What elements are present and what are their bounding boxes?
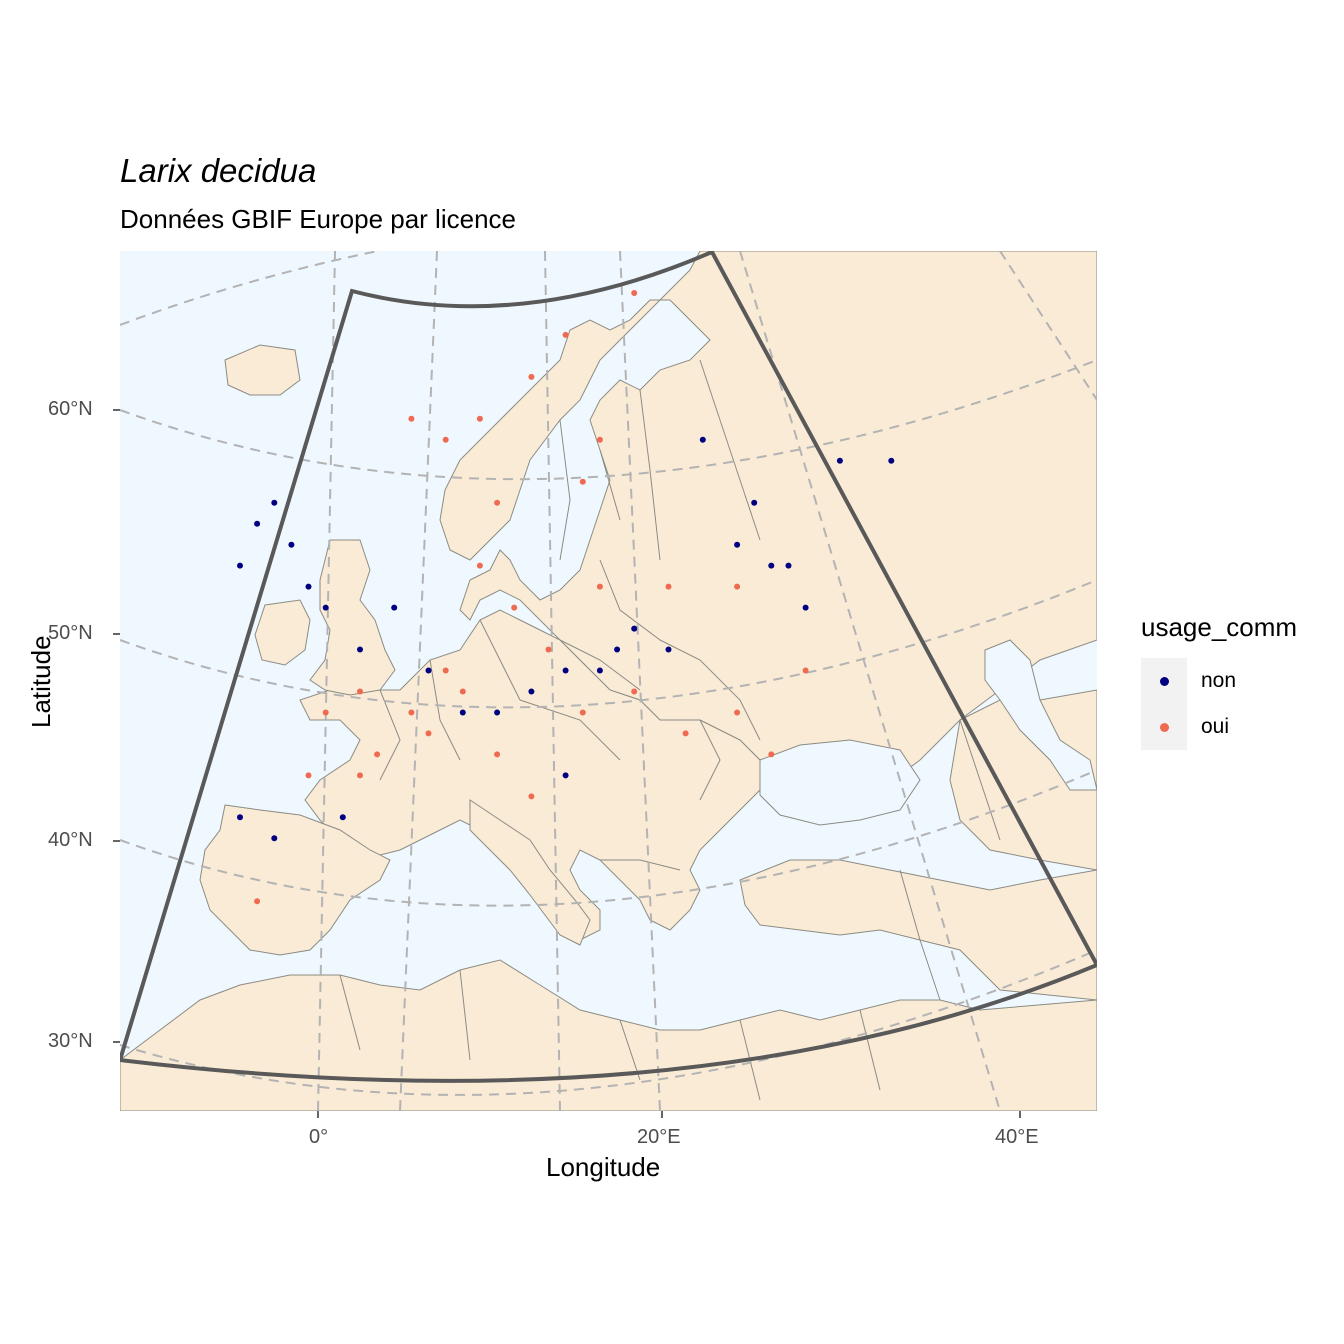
point-non-0 bbox=[254, 520, 261, 527]
axis-ticks bbox=[113, 409, 1021, 1118]
y-tick-50: 50°N bbox=[48, 622, 93, 644]
point-oui-23 bbox=[682, 730, 689, 737]
point-oui-16 bbox=[374, 751, 381, 758]
point-non-2 bbox=[288, 541, 295, 548]
land-north-africa bbox=[120, 959, 1097, 1111]
point-non-7 bbox=[391, 604, 398, 611]
point-oui-24 bbox=[734, 709, 741, 716]
land-iceland bbox=[224, 344, 301, 396]
point-non-25 bbox=[339, 814, 346, 821]
point-oui-31 bbox=[802, 667, 809, 674]
y-tick-60: 60°N bbox=[48, 398, 93, 420]
y-axis-title: Latitude bbox=[26, 635, 56, 728]
legend-title: usage_comm bbox=[1141, 612, 1298, 642]
point-oui-22 bbox=[631, 688, 638, 695]
point-non-13 bbox=[596, 667, 603, 674]
point-oui-18 bbox=[459, 688, 466, 695]
point-oui-32 bbox=[254, 898, 261, 905]
point-non-26 bbox=[562, 772, 569, 779]
graticule bbox=[120, 251, 1097, 1111]
point-oui-28 bbox=[596, 583, 603, 590]
point-oui-15 bbox=[322, 709, 329, 716]
x-tick-40e: 40°E bbox=[995, 1126, 1039, 1148]
land-central-europe bbox=[299, 609, 761, 941]
point-oui-13 bbox=[408, 709, 415, 716]
point-non-11 bbox=[528, 688, 535, 695]
x-tick-0: 0° bbox=[309, 1126, 329, 1148]
point-non-9 bbox=[459, 709, 466, 716]
legend-dot-non bbox=[1160, 677, 1169, 686]
point-non-14 bbox=[614, 646, 621, 653]
point-non-20 bbox=[802, 604, 809, 611]
point-oui-14 bbox=[357, 688, 363, 695]
point-non-15 bbox=[631, 625, 638, 632]
x-tick-20e: 20°E bbox=[637, 1126, 681, 1148]
legend-label-oui: oui bbox=[1201, 715, 1230, 738]
point-non-1 bbox=[271, 499, 278, 506]
point-oui-29 bbox=[665, 583, 672, 590]
point-oui-11 bbox=[545, 646, 552, 653]
legend-key-non bbox=[1141, 658, 1187, 704]
black-sea bbox=[759, 739, 921, 826]
legend-label-non: non bbox=[1201, 669, 1237, 692]
caspian-sea bbox=[984, 639, 1097, 791]
point-oui-0 bbox=[408, 415, 415, 422]
country-borders bbox=[339, 359, 1001, 1101]
point-oui-26 bbox=[357, 772, 363, 779]
y-tick-40: 40°N bbox=[48, 829, 93, 851]
land-ireland bbox=[254, 599, 311, 666]
point-oui-20 bbox=[528, 793, 535, 800]
point-non-27 bbox=[699, 436, 706, 443]
point-non-28 bbox=[768, 562, 775, 569]
point-oui-5 bbox=[596, 436, 603, 443]
point-oui-3 bbox=[528, 373, 535, 380]
point-oui-9 bbox=[476, 562, 483, 569]
y-tick-30: 30°N bbox=[48, 1030, 93, 1052]
point-oui-6 bbox=[562, 331, 569, 338]
point-non-10 bbox=[494, 709, 501, 716]
point-non-12 bbox=[562, 667, 569, 674]
land-italy bbox=[469, 799, 591, 946]
point-oui-25 bbox=[768, 751, 775, 758]
point-non-18 bbox=[751, 499, 758, 506]
point-non-16 bbox=[665, 646, 672, 653]
point-non-24 bbox=[237, 814, 243, 821]
plot-title: Larix decidua bbox=[120, 152, 317, 189]
point-oui-1 bbox=[442, 436, 449, 443]
legend-key-oui bbox=[1141, 704, 1187, 750]
point-non-19 bbox=[785, 562, 792, 569]
point-oui-10 bbox=[511, 604, 518, 611]
point-oui-2 bbox=[476, 415, 483, 422]
point-oui-19 bbox=[494, 751, 501, 758]
point-non-17 bbox=[734, 541, 741, 548]
point-non-8 bbox=[425, 667, 432, 674]
point-oui-7 bbox=[631, 290, 638, 296]
plot-subtitle: Données GBIF Europe par licence bbox=[120, 204, 516, 234]
point-oui-4 bbox=[579, 478, 586, 485]
point-oui-8 bbox=[494, 499, 501, 506]
point-non-6 bbox=[357, 646, 363, 653]
point-non-23 bbox=[271, 835, 278, 842]
point-oui-30 bbox=[734, 583, 741, 590]
land-great-britain bbox=[309, 539, 396, 696]
point-non-3 bbox=[305, 583, 312, 590]
point-oui-17 bbox=[425, 730, 432, 737]
x-axis-title: Longitude bbox=[546, 1152, 661, 1182]
point-non-22 bbox=[888, 457, 895, 464]
legend-dot-oui bbox=[1160, 723, 1169, 732]
occurrence-points bbox=[237, 290, 895, 905]
point-non-5 bbox=[237, 562, 243, 569]
point-oui-12 bbox=[442, 667, 449, 674]
land-anatolia bbox=[739, 859, 1097, 1001]
point-oui-27 bbox=[305, 772, 312, 779]
land-iberia bbox=[199, 804, 391, 956]
point-oui-21 bbox=[579, 709, 586, 716]
point-non-21 bbox=[836, 457, 843, 464]
point-non-4 bbox=[322, 604, 329, 611]
extent-frame bbox=[120, 251, 1097, 1083]
